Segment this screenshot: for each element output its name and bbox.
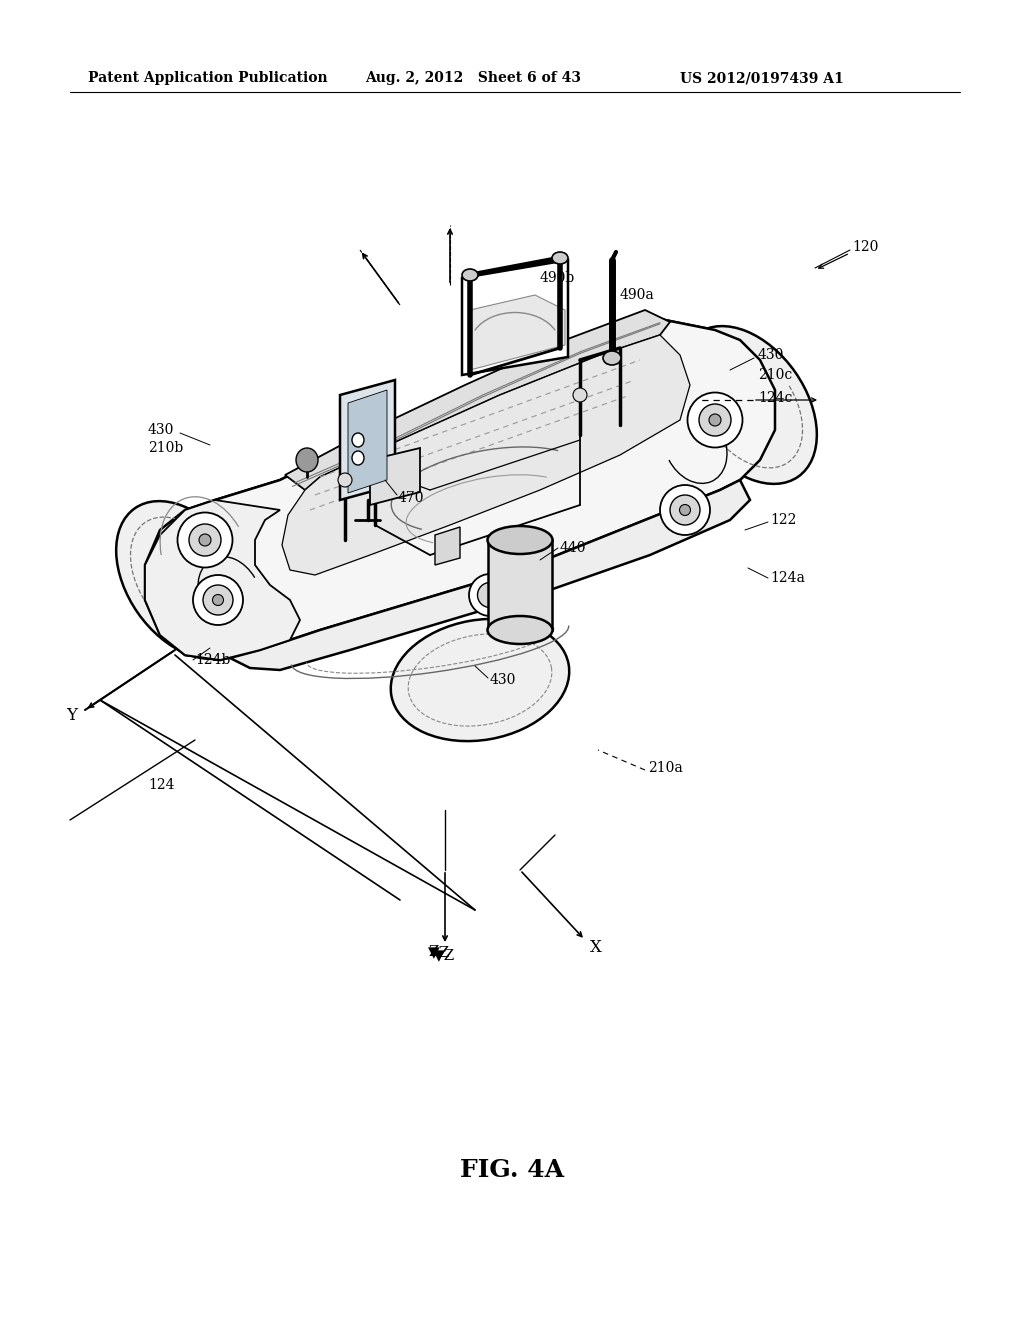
Ellipse shape [199,535,211,546]
Text: 470: 470 [398,491,425,506]
Polygon shape [145,315,775,660]
Ellipse shape [709,414,721,426]
Text: 490b: 490b [540,271,575,285]
Ellipse shape [352,451,364,465]
Polygon shape [285,310,670,490]
Ellipse shape [213,594,223,606]
Ellipse shape [699,404,731,436]
Text: 124c: 124c [758,391,793,405]
Ellipse shape [203,585,233,615]
Polygon shape [462,260,568,375]
Ellipse shape [573,388,587,403]
Text: FIG. 4A: FIG. 4A [460,1158,564,1181]
Ellipse shape [487,525,553,554]
Text: Patent Application Publication: Patent Application Publication [88,71,328,84]
Text: ▼Z: ▼Z [428,945,451,960]
Polygon shape [282,335,690,576]
Polygon shape [488,540,552,630]
Ellipse shape [487,616,553,644]
Text: 122: 122 [770,513,797,527]
Polygon shape [470,294,565,370]
Polygon shape [348,389,387,492]
Ellipse shape [391,619,569,741]
Text: 440: 440 [560,541,587,554]
Polygon shape [370,447,420,506]
Ellipse shape [116,502,254,659]
Text: 210a: 210a [648,762,683,775]
Text: Aug. 2, 2012   Sheet 6 of 43: Aug. 2, 2012 Sheet 6 of 43 [365,71,581,84]
Ellipse shape [603,351,621,366]
Polygon shape [230,480,750,671]
Ellipse shape [680,504,690,516]
Text: 430: 430 [490,673,516,686]
Text: 210c: 210c [758,368,793,381]
Ellipse shape [193,576,243,624]
Ellipse shape [462,269,478,281]
Ellipse shape [352,433,364,447]
Polygon shape [435,527,460,565]
Text: 210b: 210b [148,441,183,455]
Ellipse shape [660,484,710,535]
Text: 124a: 124a [770,572,805,585]
Text: Z: Z [428,945,438,960]
Text: X: X [590,940,602,957]
Ellipse shape [670,495,700,525]
Polygon shape [145,500,300,660]
Ellipse shape [687,392,742,447]
Ellipse shape [552,252,568,264]
Polygon shape [145,315,775,660]
Ellipse shape [469,574,511,616]
Ellipse shape [338,473,352,487]
Text: ▼Z: ▼Z [433,948,456,962]
Text: 430: 430 [148,422,174,437]
Text: 430: 430 [758,348,784,362]
Text: 124b: 124b [195,653,230,667]
Polygon shape [340,380,395,500]
Ellipse shape [189,524,221,556]
Ellipse shape [177,512,232,568]
Ellipse shape [296,447,318,473]
Text: Y: Y [67,706,78,723]
Ellipse shape [477,582,503,607]
Text: 120: 120 [852,240,879,253]
Text: US 2012/0197439 A1: US 2012/0197439 A1 [680,71,844,84]
Text: 124: 124 [148,777,174,792]
Text: 490a: 490a [620,288,654,302]
Ellipse shape [679,326,817,484]
